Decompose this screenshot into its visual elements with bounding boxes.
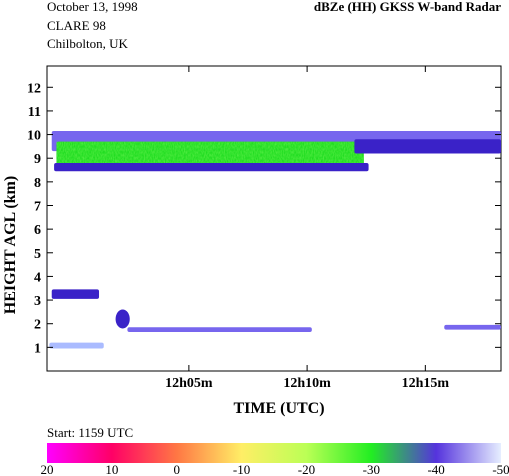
x-axis-label: TIME (UTC) xyxy=(233,400,324,417)
echo-low-layer-1.8km xyxy=(127,327,312,332)
colorbar-tick-label: -40 xyxy=(427,462,444,476)
y-tick-label: 10 xyxy=(27,129,41,144)
echo-surface-return xyxy=(49,342,104,349)
y-tick-label: 5 xyxy=(34,247,41,262)
colorbar-tick-label: -20 xyxy=(298,462,315,476)
colorbar-tick-label: -30 xyxy=(363,462,380,476)
echo-upper-cloud-base xyxy=(54,162,369,172)
echo-layer xyxy=(49,131,502,349)
colorbar-tick-label: 20 xyxy=(41,462,54,476)
colorbar-tick-label: -10 xyxy=(233,462,250,476)
y-tick-label: 11 xyxy=(28,105,41,120)
y-tick-label: 9 xyxy=(34,152,41,167)
x-tick-label: 12h10m xyxy=(283,376,331,391)
y-tick-label: 8 xyxy=(34,176,41,191)
colorbar xyxy=(47,443,501,463)
campaign-label: CLARE 98 xyxy=(47,18,106,33)
y-tick-label: 1 xyxy=(34,341,41,356)
echo-low-blob-2km xyxy=(115,309,130,329)
start-time-label: Start: 1159 UTC xyxy=(47,425,134,440)
y-axis-label: HEIGHT AGL (km) xyxy=(2,176,19,314)
echo-upper-cloud-tail xyxy=(354,139,501,154)
x-tick-label: 12h15m xyxy=(402,376,450,391)
colorbar-ticks: 20 10 0 -10 -20 -30 -40 -50 xyxy=(41,462,509,476)
echo-low-patch-3km xyxy=(51,289,100,299)
colorbar-tick-label: 10 xyxy=(105,462,118,476)
plot-area xyxy=(46,65,502,372)
y-tick-label: 2 xyxy=(34,318,41,333)
echo-right-edge-echo xyxy=(444,324,501,330)
y-tick-label: 4 xyxy=(34,270,41,285)
colorbar-tick-label: -50 xyxy=(492,462,509,476)
y-tick-label: 6 xyxy=(34,223,41,238)
x-tick-label: 12h05m xyxy=(165,376,213,391)
colorbar-tick-label: 0 xyxy=(173,462,180,476)
y-tick-label: 7 xyxy=(34,199,41,214)
date-label: October 13, 1998 xyxy=(47,0,138,14)
chart-title: dBZe (HH) GKSS W-band Radar xyxy=(313,0,501,14)
y-tick-label: 3 xyxy=(34,294,41,309)
site-label: Chilbolton, UK xyxy=(47,36,128,51)
y-tick-label: 12 xyxy=(27,81,41,96)
